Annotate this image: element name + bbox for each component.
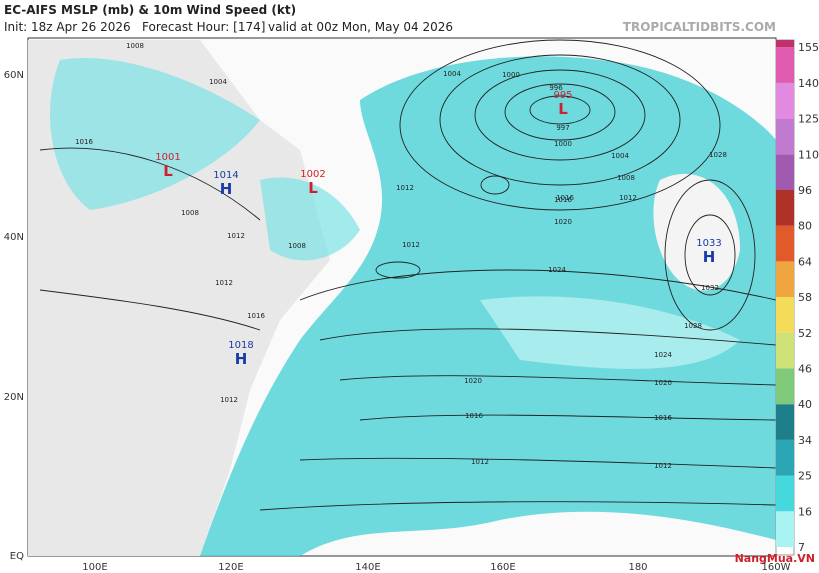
isobars	[39, 39, 777, 511]
isobar-label: 997	[556, 124, 569, 132]
lat-label: 20N	[4, 392, 24, 403]
colorbar-label: 96	[798, 184, 812, 197]
colorbar-segment	[776, 154, 794, 190]
isobar-label: 996	[549, 84, 563, 92]
isobar-label: 1008	[181, 209, 199, 217]
isobar-label: 1020	[654, 379, 672, 387]
colorbar-label: 34	[798, 434, 812, 447]
isobar-label: 1020	[554, 218, 572, 226]
isobar-label: 1004	[443, 70, 461, 78]
isobar-label: 1012	[215, 279, 233, 287]
isobar-label: 1000	[502, 71, 520, 79]
pressure-center: L	[163, 162, 173, 180]
map-area	[27, 37, 777, 557]
lon-label: 140E	[355, 562, 380, 573]
watermark: NangMua.VN	[735, 552, 815, 565]
lat-label: 40N	[4, 232, 24, 243]
lon-label: 120E	[218, 562, 243, 573]
lon-label: 160E	[490, 562, 515, 573]
isobar-label: 1008	[617, 174, 635, 182]
isobar-label: 1012	[619, 194, 637, 202]
isobar-label: 1000	[554, 140, 572, 148]
isobar-label: 1016	[465, 412, 483, 420]
colorbar-label: 80	[798, 220, 812, 233]
colorbar-segment	[776, 40, 794, 48]
isobar-label: 1016	[556, 194, 574, 202]
pressure-value: 1033	[696, 238, 721, 249]
colorbar-segment	[776, 404, 794, 440]
isobar-label: 1012	[471, 458, 489, 466]
valid-time: valid at 00z Mon, May 04 2026	[268, 20, 453, 34]
source: TROPICALTIDBITS.COM	[623, 20, 776, 34]
isobar-label: 1004	[611, 152, 629, 160]
colorbar-segment	[776, 82, 794, 119]
isobar-label: 1016	[75, 138, 93, 146]
colorbar-label: 125	[798, 113, 819, 126]
colorbar-label: 110	[798, 148, 819, 161]
colorbar-segment	[776, 190, 794, 226]
colorbar-segment	[776, 511, 794, 547]
lat-label: EQ	[10, 551, 24, 562]
isobar-label: 1032	[701, 284, 719, 292]
pressure-center: H	[220, 180, 233, 198]
lon-label: 180	[628, 562, 647, 573]
isobar-label: 1028	[709, 151, 727, 159]
colorbar-segment	[776, 439, 794, 476]
colorbar-label: 7	[798, 541, 805, 554]
pressure-value: 995	[553, 90, 572, 101]
lon-label: 160W	[762, 562, 791, 573]
colorbar-label: 46	[798, 363, 812, 376]
isobar-label: 1012	[396, 184, 414, 192]
pressure-value: 1014	[213, 170, 238, 181]
isobar-label: 1016	[247, 312, 265, 320]
init-time: Init: 18z Apr 26 2026	[4, 20, 131, 34]
colorbar-label: 155	[798, 41, 819, 54]
isobar-label: 1020	[464, 377, 482, 385]
isobar-label: 1016	[554, 196, 572, 204]
colorbar-label: 140	[798, 77, 819, 90]
colorbar: 7 16 25 34 40 46 52 58 64 80 96 110 125 140 155	[775, 39, 819, 556]
pressure-value: 1018	[228, 340, 253, 351]
forecast-hour: Forecast Hour: [174]	[142, 20, 265, 34]
colorbar-label: 58	[798, 291, 812, 304]
isobar-label: 1024	[654, 351, 672, 359]
isobar-label: 1008	[126, 42, 144, 50]
colorbar-segment	[776, 47, 794, 83]
pressure-center: L	[308, 179, 318, 197]
colorbar-segment	[776, 332, 794, 369]
colorbar-segment	[776, 475, 794, 512]
isobar-label: 1012	[220, 396, 238, 404]
isobar-label: 1012	[402, 241, 420, 249]
isobar-label: 1024	[548, 266, 566, 274]
pressure-center: H	[235, 350, 248, 368]
pressure-value: 1002	[300, 169, 325, 180]
pressure-center: L	[558, 100, 568, 118]
isobar-label: 1016	[654, 414, 672, 422]
isobar-label: 1012	[227, 232, 245, 240]
colorbar-segment	[776, 368, 794, 405]
wind-shading	[50, 58, 260, 210]
isobar-label: 1012	[654, 462, 672, 470]
colorbar-label: 52	[798, 327, 812, 340]
wind-shading	[260, 177, 360, 261]
lat-label: 60N	[4, 70, 24, 81]
title: EC-AIFS MSLP (mb) & 10m Wind Speed (kt)	[4, 3, 296, 17]
pressure-value: 1001	[155, 152, 180, 163]
lon-label: 100E	[82, 562, 107, 573]
colorbar-segment	[776, 261, 794, 298]
colorbar-segment	[776, 225, 794, 262]
isobar-label: 1008	[288, 242, 306, 250]
colorbar-label: 40	[798, 398, 812, 411]
pressure-center: H	[703, 248, 716, 266]
colorbar-segment	[776, 297, 794, 333]
colorbar-label: 25	[798, 470, 812, 483]
colorbar-segment	[776, 118, 794, 155]
isobar-label: 1004	[209, 78, 227, 86]
high-calm	[653, 173, 740, 291]
isobar-label: 1028	[684, 322, 702, 330]
colorbar-label: 16	[798, 505, 812, 518]
colorbar-label: 64	[798, 255, 812, 268]
